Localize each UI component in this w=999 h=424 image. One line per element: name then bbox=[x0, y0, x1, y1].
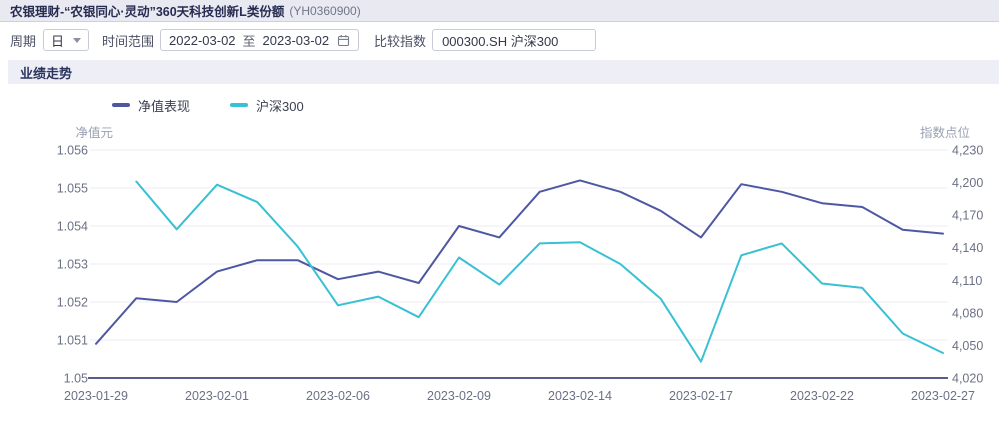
right-axis-title: 指数点位 bbox=[920, 125, 970, 140]
legend-label-index: 沪深300 bbox=[256, 98, 304, 114]
y-axis-left-tick: 1.053 bbox=[57, 258, 88, 272]
performance-section-header: 业绩走势 bbox=[8, 60, 999, 84]
x-axis-tick: 2023-02-09 bbox=[427, 389, 491, 403]
y-axis-left-tick: 1.051 bbox=[57, 334, 88, 348]
compare-index-value: 000300.SH 沪深300 bbox=[442, 33, 559, 49]
index-line-marker bbox=[230, 103, 249, 107]
compare-index-label: 比较指数 bbox=[374, 33, 427, 49]
y-axis-left-tick: 1.056 bbox=[57, 144, 88, 158]
y-axis-right-tick: 4,110 bbox=[952, 274, 982, 288]
x-axis-tick: 2023-02-22 bbox=[790, 389, 854, 403]
chart-svg: 净值元 指数点位 1.056 1.055 1.054 1.053 1.052 1.051 1.0… bbox=[57, 125, 984, 403]
y-axis-left-tick: 1.05 bbox=[64, 372, 88, 386]
nav-line-marker bbox=[112, 103, 130, 107]
x-axis-tick: 2023-02-06 bbox=[306, 389, 370, 403]
y-axis-right-tick: 4,050 bbox=[952, 339, 983, 353]
date-range-label: 时间范围 bbox=[102, 33, 155, 49]
calendar-icon bbox=[337, 34, 350, 47]
x-axis-tick: 2023-02-27 bbox=[911, 389, 975, 403]
compare-index-input[interactable]: 000300.SH 沪深300 bbox=[432, 29, 597, 51]
y-axis-right-tick: 4,200 bbox=[952, 176, 983, 190]
y-axis-right-tick: 4,020 bbox=[952, 372, 983, 386]
range-end-date: 2023-03-02 bbox=[262, 32, 330, 48]
period-value: 日 bbox=[51, 33, 65, 49]
x-axis-tick: 2023-02-14 bbox=[548, 389, 612, 403]
legend-item-nav[interactable]: 净值表现 bbox=[112, 96, 190, 115]
y-axis-right-tick: 4,170 bbox=[952, 209, 983, 223]
y-axis-right-tick: 4,230 bbox=[952, 144, 983, 158]
y-axis-left-tick: 1.052 bbox=[57, 296, 88, 310]
fund-code: (YH0360900) bbox=[289, 3, 361, 18]
series-line-nav bbox=[95, 179, 944, 345]
chevron-down-icon bbox=[73, 37, 82, 43]
x-axis-tick: 2023-02-17 bbox=[669, 389, 733, 403]
y-axis-right-tick: 4,140 bbox=[952, 241, 983, 255]
period-dropdown[interactable]: 日 bbox=[43, 29, 90, 51]
series-line-index bbox=[135, 180, 944, 363]
range-start-date: 2022-03-02 bbox=[169, 32, 236, 48]
x-axis-tick: 2023-02-01 bbox=[185, 389, 249, 403]
y-axis-right-tick: 4,080 bbox=[952, 306, 983, 320]
window-title-bar: 农银理财-“农银同心·灵动”360天科技创新L类份额 (YH0360900) bbox=[0, 0, 999, 22]
y-axis-left-tick: 1.054 bbox=[57, 220, 88, 234]
performance-chart[interactable]: 净值元 指数点位 1.056 1.055 1.054 1.053 1.052 1.051 1.0… bbox=[0, 84, 999, 424]
date-range-input[interactable]: 2022-03-02 至 2023-03-02 bbox=[160, 29, 360, 51]
chart-legend: 净值表现 沪深300 bbox=[112, 96, 304, 115]
page-title: 农银理财-“农银同心·灵动”360天科技创新L类份额 bbox=[10, 5, 285, 19]
legend-label-nav: 净值表现 bbox=[138, 98, 191, 114]
x-axis-tick: 2023-01-29 bbox=[64, 389, 128, 403]
y-axis-left-tick: 1.055 bbox=[57, 182, 88, 196]
section-title: 业绩走势 bbox=[20, 65, 73, 81]
range-separator: 至 bbox=[242, 33, 256, 49]
filter-toolbar: 周期 日 时间范围 2022-03-02 至 2023-03-02 比较指数 0… bbox=[0, 23, 999, 57]
left-axis-title: 净值元 bbox=[75, 125, 113, 140]
period-label: 周期 bbox=[10, 33, 37, 49]
legend-item-index[interactable]: 沪深300 bbox=[230, 96, 304, 115]
